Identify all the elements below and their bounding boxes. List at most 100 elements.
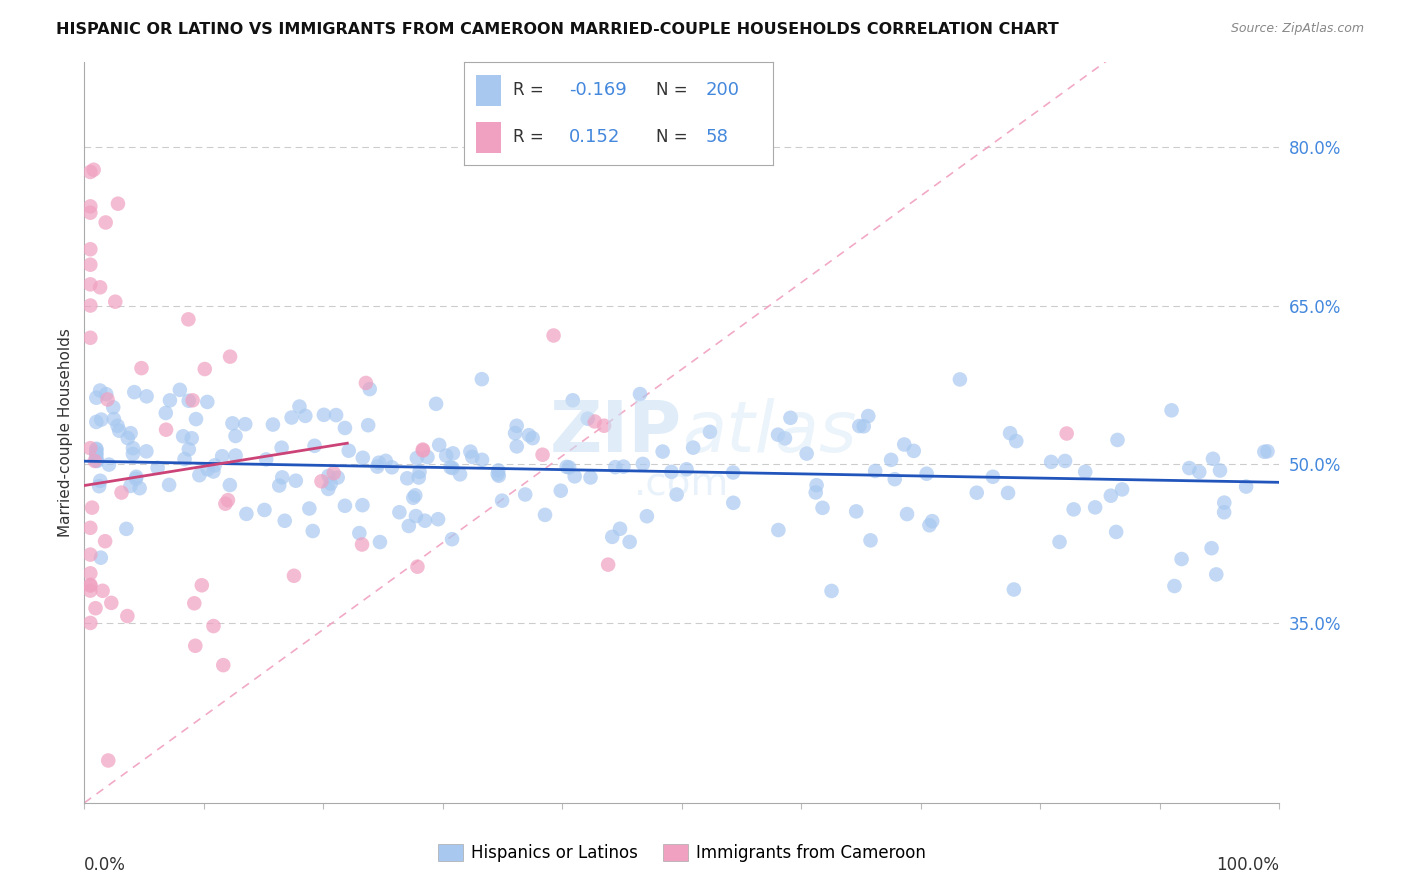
Point [89, 479, 111, 493]
Point [651, 444, 673, 458]
Point [83, 454, 105, 468]
Point [1205, 567, 1227, 582]
Point [318, 468, 340, 483]
Point [675, 462, 697, 476]
Point [177, 442, 200, 457]
Point [304, 439, 326, 453]
Point [89, 384, 111, 398]
Point [921, 514, 943, 528]
Point [146, 460, 169, 475]
Point [1002, 582, 1025, 597]
Point [966, 485, 988, 500]
Point [893, 437, 915, 451]
Point [665, 487, 688, 501]
Point [405, 509, 427, 524]
Text: ZIP: ZIP [550, 398, 682, 467]
Point [94, 215, 117, 229]
Text: N =: N = [655, 128, 688, 146]
Y-axis label: Married-couple Households: Married-couple Households [58, 328, 73, 537]
Point [79, 277, 101, 292]
Point [96, 387, 118, 401]
Point [90, 412, 112, 426]
Point [86, 442, 108, 456]
Point [564, 469, 586, 483]
Point [1005, 434, 1028, 449]
Point [427, 512, 450, 526]
Point [233, 417, 256, 432]
Point [131, 361, 153, 376]
Point [100, 596, 122, 610]
Point [558, 460, 581, 475]
Point [107, 418, 129, 433]
Text: 200: 200 [706, 81, 740, 99]
Point [631, 457, 654, 471]
Point [225, 429, 247, 443]
Point [796, 447, 818, 461]
Point [682, 441, 704, 455]
Point [184, 412, 207, 426]
Point [155, 406, 177, 420]
Point [84, 601, 107, 615]
Point [427, 438, 450, 452]
Point [903, 443, 925, 458]
Point [381, 460, 404, 475]
Text: N =: N = [655, 81, 688, 99]
Point [699, 425, 721, 439]
Point [354, 376, 377, 390]
Point [191, 578, 214, 592]
Point [471, 372, 494, 386]
Point [104, 294, 127, 309]
Point [91, 583, 114, 598]
Point [1201, 541, 1223, 556]
Point [89, 280, 111, 294]
Point [284, 474, 307, 488]
Point [79, 548, 101, 562]
Point [949, 372, 972, 386]
Point [120, 426, 142, 441]
Point [349, 526, 371, 541]
Point [204, 458, 226, 473]
Point [94, 534, 117, 549]
Point [301, 524, 323, 538]
Point [1099, 489, 1122, 503]
Text: HISPANIC OR LATINO VS IMMIGRANTS FROM CAMEROON MARRIED-COUPLE HOUSEHOLDS CORRELA: HISPANIC OR LATINO VS IMMIGRANTS FROM CA… [56, 22, 1059, 37]
Point [225, 449, 247, 463]
Text: R =: R = [513, 81, 544, 99]
Point [195, 395, 218, 409]
Point [271, 470, 294, 484]
Point [550, 483, 572, 498]
Point [804, 485, 827, 500]
Point [779, 410, 801, 425]
Point [486, 467, 509, 481]
Point [155, 423, 177, 437]
Point [721, 466, 744, 480]
Point [883, 472, 905, 486]
Point [768, 523, 790, 537]
Point [811, 500, 834, 515]
Point [723, 496, 745, 510]
Point [79, 583, 101, 598]
Point [359, 382, 381, 396]
Point [157, 478, 180, 492]
Point [83, 162, 105, 177]
Point [506, 439, 529, 453]
Point [90, 550, 112, 565]
Point [773, 431, 796, 445]
Point [97, 392, 120, 407]
Point [125, 469, 148, 483]
Point [1084, 500, 1107, 515]
Point [184, 639, 207, 653]
Point [202, 619, 225, 633]
Point [79, 615, 101, 630]
Point [522, 431, 544, 445]
Point [1111, 483, 1133, 497]
Point [169, 383, 191, 397]
Point [115, 522, 138, 536]
Point [173, 452, 195, 467]
Point [413, 514, 436, 528]
Point [211, 449, 233, 463]
Point [1178, 461, 1201, 475]
Point [79, 258, 101, 272]
Point [79, 441, 101, 455]
Point [471, 452, 494, 467]
